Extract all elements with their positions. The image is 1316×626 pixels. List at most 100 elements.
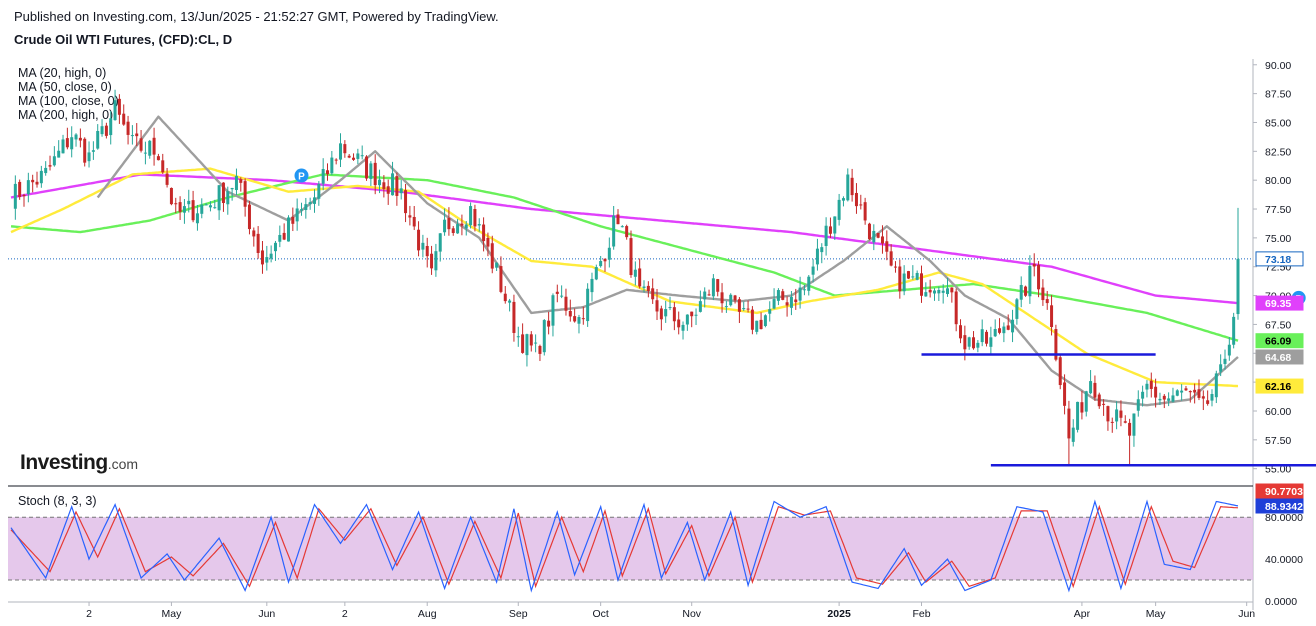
tag-box xyxy=(1255,378,1304,394)
candle-body xyxy=(889,251,893,266)
candle-body xyxy=(421,242,425,250)
candle-body xyxy=(430,253,434,269)
candle-body xyxy=(113,100,117,121)
tag-box xyxy=(1255,251,1304,267)
candle-body xyxy=(941,290,945,293)
candle-body xyxy=(508,300,512,303)
candle-body xyxy=(109,118,113,136)
candle-body xyxy=(352,157,356,160)
candle-body xyxy=(1206,400,1210,404)
candle-body xyxy=(911,276,915,278)
indicator-legend: MA (20, high, 0) MA (50, close, 0) MA (1… xyxy=(18,66,119,122)
value-tag-0: 73.18 xyxy=(1255,251,1304,267)
candle-body xyxy=(811,266,815,275)
candle-body xyxy=(200,204,204,214)
candle-body xyxy=(993,329,997,337)
candle-body xyxy=(672,307,676,322)
time-tick-label-9: Feb xyxy=(912,608,930,620)
candle-body xyxy=(273,242,277,252)
value-tag-3: 64.68 xyxy=(1255,349,1304,365)
candle-body xyxy=(529,334,533,346)
candle-body xyxy=(161,160,165,173)
candle-body xyxy=(807,276,811,291)
candle-body xyxy=(915,272,919,280)
candle-body xyxy=(620,226,624,228)
price-tick-label-13: 87.50 xyxy=(1265,89,1291,101)
candle-body xyxy=(213,207,217,209)
candle-body xyxy=(174,203,178,205)
candle-body xyxy=(456,224,460,234)
time-tick-label-6: Oct xyxy=(592,608,608,620)
legend-ma20[interactable]: MA (20, high, 0) xyxy=(18,66,107,80)
published-note: Published on Investing.com, 13/Jun/2025 … xyxy=(14,9,499,24)
candle-body xyxy=(616,214,620,225)
price-tick-label-2: 60.00 xyxy=(1265,406,1291,418)
candle-body xyxy=(265,257,269,263)
candle-body xyxy=(685,314,689,325)
candle-body xyxy=(1132,413,1136,436)
candle-body xyxy=(182,206,186,213)
candle-body xyxy=(286,217,290,242)
candle-body xyxy=(711,278,715,297)
candle-body xyxy=(1141,391,1145,399)
candle-body xyxy=(74,134,78,140)
candle-body xyxy=(902,273,906,292)
candle-body xyxy=(1024,286,1028,296)
candle-body xyxy=(395,176,399,196)
candle-body xyxy=(326,170,330,175)
candle-body xyxy=(312,197,316,204)
symbol-title: Crude Oil WTI Futures, (CFD):CL, D xyxy=(14,32,233,47)
candle-body xyxy=(52,156,56,166)
tag-box xyxy=(1255,483,1304,499)
candle-body xyxy=(339,143,343,160)
candle-body xyxy=(391,173,395,196)
time-tick-label-5: Sep xyxy=(509,608,528,620)
investing-logo: Investing.com xyxy=(20,451,138,475)
candle-body xyxy=(1106,406,1110,422)
candle-body xyxy=(486,237,490,247)
candle-body xyxy=(534,342,538,344)
candle-body xyxy=(959,325,963,339)
candle-body xyxy=(165,173,169,185)
candle-body xyxy=(772,299,776,309)
candle-body xyxy=(798,287,802,301)
candle-body xyxy=(985,331,989,344)
candle-body xyxy=(833,216,837,234)
pattern-marker-0: P xyxy=(294,168,309,183)
candle-body xyxy=(629,238,633,276)
candle-body xyxy=(854,192,858,207)
marker-label: P xyxy=(298,172,305,183)
candle-body xyxy=(885,241,889,252)
time-tick-label-3: 2 xyxy=(342,608,348,620)
legend-ma200[interactable]: MA (200, high, 0) xyxy=(18,108,114,122)
candle-body xyxy=(65,138,69,148)
candle-body xyxy=(1076,401,1080,430)
logo-suffix: .com xyxy=(107,456,139,472)
candle-body xyxy=(998,328,1002,333)
candle-body xyxy=(664,309,668,317)
candle-body xyxy=(980,329,984,343)
tag-box xyxy=(1255,349,1304,365)
candle-body xyxy=(633,269,637,277)
stoch-legend[interactable]: Stoch (8, 3, 3) xyxy=(18,494,97,508)
time-tick-label-12: Jun xyxy=(1238,608,1255,620)
tag-box xyxy=(1255,295,1304,311)
candle-body xyxy=(417,229,421,251)
candle-body xyxy=(564,296,568,311)
candle-body xyxy=(152,137,156,155)
candle-body xyxy=(1011,319,1015,333)
candle-body xyxy=(404,190,408,214)
ma100-line xyxy=(10,173,1239,342)
candle-body xyxy=(646,285,650,291)
candle-body xyxy=(937,289,941,294)
candle-body xyxy=(746,308,750,310)
candle-body xyxy=(87,152,91,162)
candle-body xyxy=(503,293,507,302)
candle-body xyxy=(824,225,828,246)
legend-ma100[interactable]: MA (100, close, 0) xyxy=(18,94,119,108)
candle-body xyxy=(191,200,195,221)
tag-box xyxy=(1255,498,1304,514)
candle-body xyxy=(946,288,950,295)
legend-ma50[interactable]: MA (50, close, 0) xyxy=(18,80,112,94)
